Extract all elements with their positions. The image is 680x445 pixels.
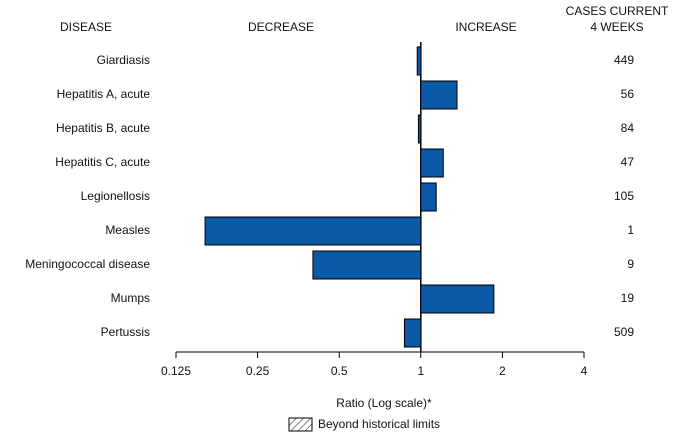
bar bbox=[420, 284, 495, 314]
cases-value: 9 bbox=[627, 257, 634, 271]
cases-value: 19 bbox=[621, 291, 635, 305]
cases-value: 509 bbox=[614, 325, 634, 339]
cases-value: 56 bbox=[621, 87, 635, 101]
x-tick-label: 0.5 bbox=[331, 364, 348, 378]
category-label: Hepatitis B, acute bbox=[56, 121, 150, 135]
x-tick-label: 0.25 bbox=[246, 364, 270, 378]
legend-label: Beyond historical limits bbox=[318, 417, 440, 431]
x-tick-label: 0.125 bbox=[161, 364, 191, 378]
x-tick-label: 2 bbox=[499, 364, 506, 378]
bar bbox=[420, 148, 444, 178]
bar bbox=[416, 46, 422, 76]
legend-swatch bbox=[288, 417, 313, 432]
cases-value: 47 bbox=[621, 155, 635, 169]
category-label: Hepatitis C, acute bbox=[55, 155, 150, 169]
category-label: Pertussis bbox=[101, 325, 150, 339]
header-cases: CASES CURRENT bbox=[566, 4, 669, 18]
x-tick-label: 4 bbox=[581, 364, 588, 378]
category-label: Hepatitis A, acute bbox=[57, 87, 151, 101]
cases-value: 1 bbox=[627, 223, 634, 237]
bar bbox=[417, 114, 422, 144]
cases-value: 449 bbox=[614, 53, 634, 67]
category-label: Meningococcal disease bbox=[25, 257, 150, 271]
header-cases: 4 WEEKS bbox=[590, 20, 643, 34]
x-tick-label: 1 bbox=[417, 364, 424, 378]
category-label: Measles bbox=[105, 223, 150, 237]
header-disease: DISEASE bbox=[60, 20, 112, 34]
bar bbox=[204, 216, 422, 246]
bar bbox=[420, 80, 458, 110]
x-axis-label: Ratio (Log scale)* bbox=[336, 396, 432, 410]
category-label: Mumps bbox=[111, 291, 150, 305]
category-label: Legionellosis bbox=[81, 189, 150, 203]
cases-value: 105 bbox=[614, 189, 634, 203]
bar bbox=[420, 182, 437, 212]
header-increase: INCREASE bbox=[455, 20, 516, 34]
bar bbox=[312, 250, 422, 280]
bar bbox=[403, 318, 422, 348]
header-decrease: DECREASE bbox=[248, 20, 314, 34]
cases-value: 84 bbox=[621, 121, 635, 135]
category-label: Giardiasis bbox=[97, 53, 150, 67]
